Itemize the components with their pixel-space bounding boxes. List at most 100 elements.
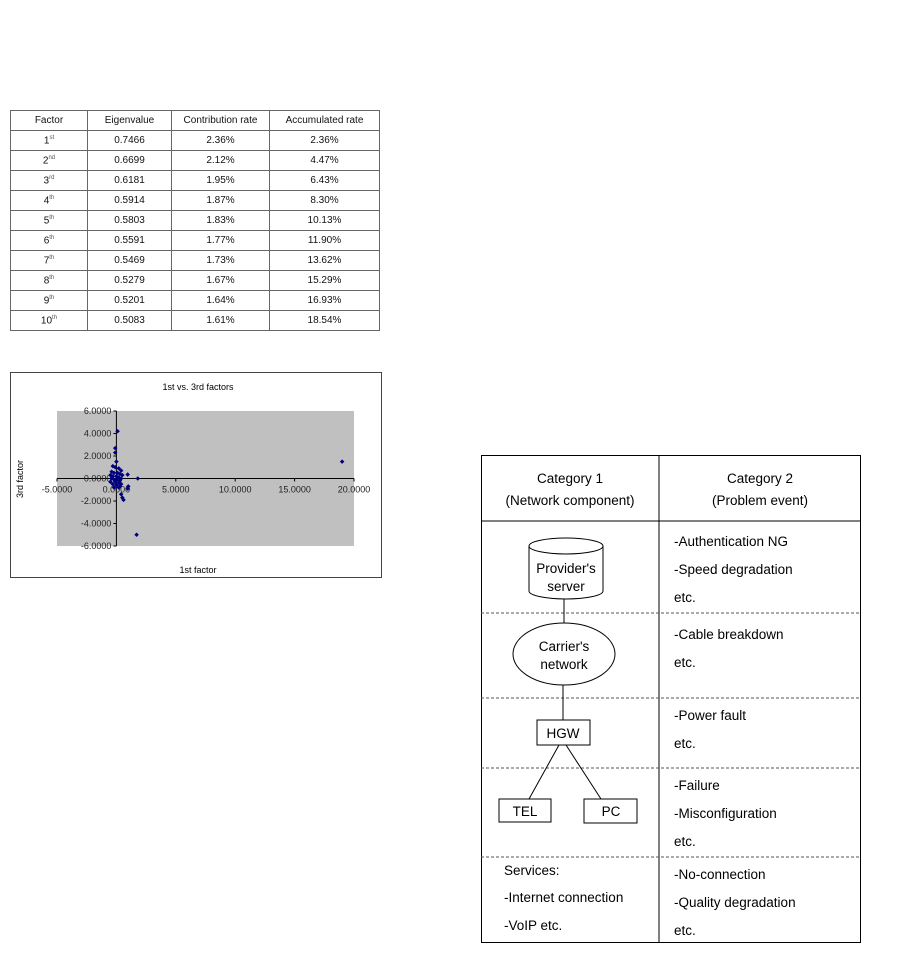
diagram-border	[481, 455, 861, 943]
problem-event-text: -No-connection	[674, 867, 766, 882]
factor-number: 3	[43, 175, 50, 187]
eigenvalue-cell: 0.5201	[87, 290, 172, 311]
factor-number: 7	[43, 255, 50, 267]
eigenvalue-table: Factor Eigenvalue Contribution rate Accu…	[10, 110, 380, 331]
factor-cell: 6th	[10, 230, 88, 251]
accumulated-cell: 13.62%	[269, 250, 380, 271]
x-tick-label: 20.0000	[338, 485, 371, 495]
tel-label: TEL	[513, 804, 538, 819]
factor-number: 2	[42, 155, 49, 167]
eigenvalue-cell: 0.5469	[87, 250, 172, 271]
factor-suffix: nd	[48, 154, 56, 161]
contribution-cell: 1.77%	[171, 230, 270, 251]
problem-event-text: -Authentication NG	[674, 534, 788, 549]
x-tick-label: -5.0000	[42, 485, 73, 495]
table-row: 6th 0.5591 1.77% 11.90%	[10, 230, 380, 251]
link-hgw-pc	[565, 744, 602, 800]
table-row: 4th 0.5914 1.87% 8.30%	[10, 190, 380, 211]
factor-number: 4	[43, 195, 50, 207]
eigenvalue-cell: 0.5279	[87, 270, 172, 291]
eigenvalue-cell: 0.6699	[87, 150, 172, 171]
problem-event-text: etc.	[674, 655, 696, 670]
chart-title: 1st vs. 3rd factors	[162, 382, 234, 392]
scatter-svg: 1st vs. 3rd factors -5.0000 0.0000 5.0000 1…	[15, 382, 371, 575]
contribution-cell: 1.64%	[171, 290, 270, 311]
table-row: 3rd 0.6181 1.95% 6.43%	[10, 170, 380, 191]
network-label-1: Carrier's	[539, 639, 590, 654]
network-ellipse-icon	[512, 622, 616, 686]
eigenvalue-cell: 0.7466	[87, 130, 172, 151]
service-voip: -VoIP etc.	[504, 918, 562, 933]
factor-suffix: th	[49, 194, 55, 201]
factor-cell: 4th	[10, 190, 88, 211]
factor-suffix: th	[49, 254, 55, 261]
table-row: 5th 0.5803 1.83% 10.13%	[10, 210, 380, 231]
factor-number: 6	[43, 235, 50, 247]
x-tick-label: 15.0000	[278, 485, 311, 495]
factor-number: 10	[40, 315, 53, 327]
factor-suffix: th	[49, 234, 55, 241]
accumulated-cell: 11.90%	[269, 230, 380, 251]
factor-suffix: th	[49, 294, 55, 301]
server-cylinder-icon	[528, 537, 604, 600]
y-tick-label: 2.0000	[84, 451, 112, 461]
problem-event-text: etc.	[674, 590, 696, 605]
accumulated-cell: 6.43%	[269, 170, 380, 191]
contribution-cell: 1.61%	[171, 310, 270, 331]
header-eigenvalue: Eigenvalue	[87, 110, 172, 131]
factor-suffix: th	[52, 314, 58, 321]
hgw-box	[536, 719, 591, 746]
col2-header-line1: Category 2	[727, 471, 793, 486]
header-factor: Factor	[10, 110, 88, 131]
hgw-label: HGW	[547, 726, 580, 741]
table-header-row: Factor Eigenvalue Contribution rate Accu…	[10, 110, 380, 131]
header-accumulated: Accumulated rate	[269, 110, 380, 131]
x-axis-label: 1st factor	[179, 565, 216, 575]
table-row: 9th 0.5201 1.64% 16.93%	[10, 290, 380, 311]
problem-event-text: etc.	[674, 923, 696, 938]
accumulated-cell: 15.29%	[269, 270, 380, 291]
link-hgw-tel	[528, 744, 560, 800]
factor-cell: 1st	[10, 130, 88, 151]
accumulated-cell: 8.30%	[269, 190, 380, 211]
accumulated-cell: 16.93%	[269, 290, 380, 311]
problem-event-text: -Quality degradation	[674, 895, 796, 910]
x-tick-label: 10.0000	[219, 485, 252, 495]
table-row: 2nd 0.6699 2.12% 4.47%	[10, 150, 380, 171]
table-row: 10th 0.5083 1.61% 18.54%	[10, 310, 380, 331]
contribution-cell: 1.67%	[171, 270, 270, 291]
problem-event-text: -Power fault	[674, 708, 746, 723]
y-tick-label: 0.0000	[84, 474, 112, 484]
y-tick-label: 6.0000	[84, 406, 112, 416]
factor-cell: 7th	[10, 250, 88, 271]
factor-cell: 2nd	[10, 150, 88, 171]
factor-number: 5	[43, 215, 50, 227]
tel-box	[498, 798, 552, 823]
pc-label: PC	[602, 804, 621, 819]
factor-number: 9	[43, 295, 50, 307]
services-title: Services:	[504, 863, 560, 878]
table-row: 7th 0.5469 1.73% 13.62%	[10, 250, 380, 271]
y-tick-label: 4.0000	[84, 429, 112, 439]
network-label-2: network	[540, 657, 588, 672]
factor-suffix: th	[49, 214, 55, 221]
col1-header-line2: (Network component)	[505, 493, 634, 508]
header-contribution: Contribution rate	[171, 110, 270, 131]
accumulated-cell: 10.13%	[269, 210, 380, 231]
y-tick-label: -2.0000	[81, 496, 112, 506]
eigenvalue-cell: 0.5083	[87, 310, 172, 331]
eigenvalue-cell: 0.5914	[87, 190, 172, 211]
factor-suffix: st	[49, 134, 55, 141]
row-dividers	[481, 612, 861, 858]
factor-cell: 10th	[10, 310, 88, 331]
problem-event-text: -Failure	[674, 778, 720, 793]
x-tick-label: 5.0000	[162, 485, 190, 495]
service-internet: -Internet connection	[504, 890, 623, 905]
server-label-2: server	[547, 579, 585, 594]
data-point	[134, 532, 139, 538]
factor-cell: 9th	[10, 290, 88, 311]
problem-event-text: -Speed degradation	[674, 562, 793, 577]
problem-event-text: -Misconfiguration	[674, 806, 777, 821]
contribution-cell: 2.12%	[171, 150, 270, 171]
problem-event-text: etc.	[674, 834, 696, 849]
